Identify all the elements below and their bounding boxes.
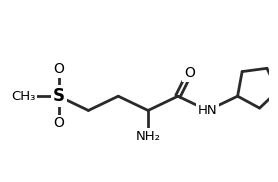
Text: CH₃: CH₃ [11,90,36,103]
Text: S: S [53,87,64,105]
Text: O: O [184,66,195,80]
Text: HN: HN [198,104,218,117]
Text: NH₂: NH₂ [136,130,161,143]
Text: O: O [53,62,64,76]
Text: O: O [53,116,64,130]
